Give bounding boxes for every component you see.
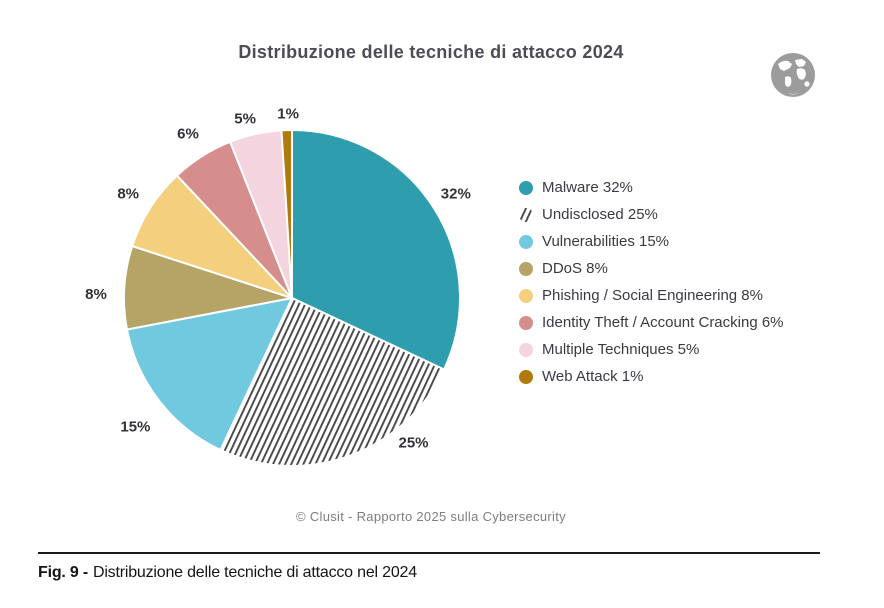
legend-item-ddos: DDoS 8%	[519, 255, 784, 282]
pie-label-multiple-techniques: 5%	[234, 111, 256, 128]
pie-chart: 32% 25% 15% 8% 8% 6% 5% 1%	[80, 95, 520, 500]
pie-label-web-attack: 1%	[277, 106, 299, 123]
pie-slice-malware	[291, 129, 461, 371]
pie-label-phishing-social-engineering: 8%	[117, 186, 139, 203]
pie-label-undisclosed: 25%	[398, 434, 428, 451]
pie-label-malware: 32%	[441, 186, 471, 203]
figure-caption: Fig. 9 - Distribuzione delle tecniche di …	[38, 564, 417, 582]
pie-label-vulnerabilities: 15%	[120, 419, 150, 436]
source-caption: © Clusit - Rapporto 2025 sulla Cybersecu…	[296, 509, 566, 524]
legend-item-vulnerabilities: Vulnerabilities 15%	[519, 228, 784, 255]
pie-slice-undisclosed	[219, 297, 446, 467]
legend-swatch-undisclosed	[519, 207, 533, 222]
figure-caption-text: Distribuzione delle tecniche di attacco …	[92, 564, 417, 581]
figure-caption-prefix: Fig. 9 -	[38, 564, 88, 581]
chart-title: Distribuzione delle tecniche di attacco …	[238, 42, 624, 62]
legend-swatch-web-attack	[519, 369, 533, 384]
legend-label: Multiple Techniques 5%	[542, 341, 700, 358]
legend-label: Vulnerabilities 15%	[542, 233, 670, 250]
pie-slice-web-attack	[280, 128, 293, 299]
legend-swatch-multiple-techniques	[519, 342, 533, 357]
legend-item-web-attack: Web Attack 1%	[519, 363, 784, 390]
legend-item-undisclosed: Undisclosed 25%	[519, 201, 784, 228]
caption-divider	[38, 552, 820, 554]
legend-item-phishing-social-engineering: Phishing / Social Engineering 8%	[519, 282, 784, 309]
globe-icon	[771, 53, 815, 97]
legend-label: Undisclosed 25%	[542, 206, 658, 223]
legend-swatch-identity-theft-account-cracking	[519, 315, 533, 330]
legend-swatch-phishing-social-engineering	[519, 288, 533, 303]
legend-item-malware: Malware 32%	[519, 174, 784, 201]
legend-label: DDoS 8%	[542, 260, 608, 277]
pie-label-ddos: 8%	[85, 286, 107, 303]
legend-label: Malware 32%	[542, 179, 633, 196]
legend-label: Identity Theft / Account Cracking 6%	[542, 314, 784, 331]
legend-swatch-vulnerabilities	[519, 234, 533, 249]
legend-label: Phishing / Social Engineering 8%	[542, 287, 763, 304]
legend-item-multiple-techniques: Multiple Techniques 5%	[519, 336, 784, 363]
pie-label-identity-theft-account-cracking: 6%	[177, 126, 199, 143]
legend-item-identity-theft-account-cracking: Identity Theft / Account Cracking 6%	[519, 309, 784, 336]
legend: Malware 32% Undisclosed 25% Vulnerabilitie…	[519, 174, 784, 390]
pie-slice-vulnerabilities	[125, 297, 293, 452]
legend-swatch-malware	[519, 180, 533, 195]
legend-label: Web Attack 1%	[542, 368, 644, 385]
legend-swatch-ddos	[519, 261, 533, 276]
